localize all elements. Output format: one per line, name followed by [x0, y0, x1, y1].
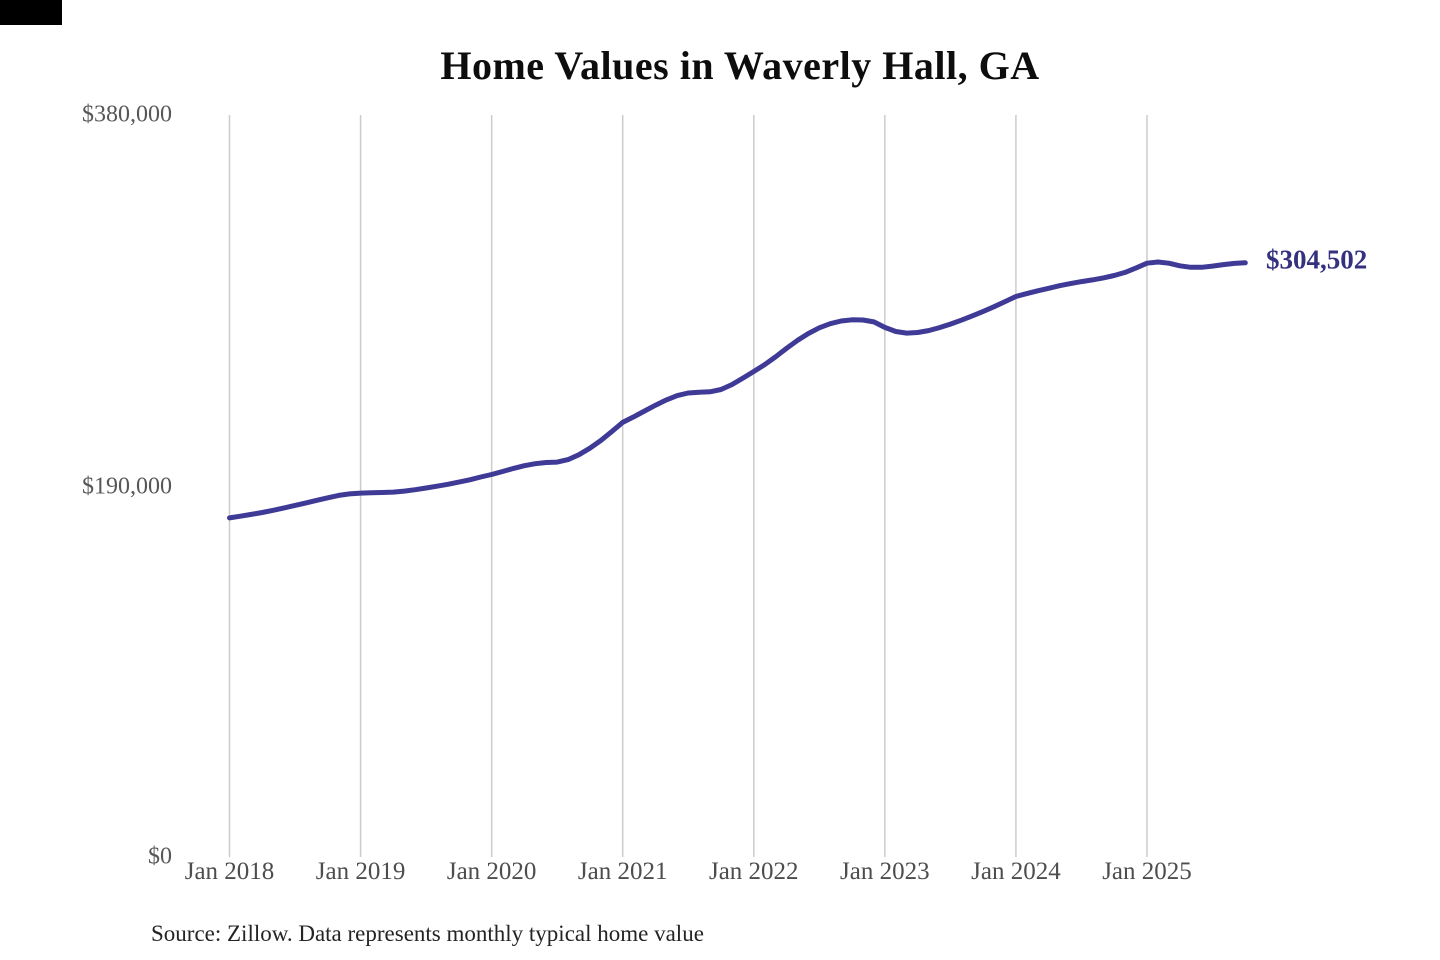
chart-title: Home Values in Waverly Hall, GA — [440, 43, 1040, 88]
x-tick-label: Jan 2024 — [971, 858, 1061, 885]
x-tick-label: Jan 2019 — [315, 858, 406, 885]
y-tick-label: $380,000 — [82, 101, 172, 128]
source-note: Source: Zillow. Data represents monthly … — [151, 921, 704, 946]
x-tick-label: Jan 2023 — [840, 858, 930, 885]
x-tick-label: Jan 2020 — [446, 858, 537, 885]
x-tick-label: Jan 2021 — [577, 858, 668, 885]
x-tick-label: Jan 2025 — [1102, 858, 1192, 885]
x-tick-label: Jan 2018 — [184, 858, 275, 885]
y-tick-label: $190,000 — [82, 473, 172, 500]
corner-artifact-bar — [0, 0, 62, 25]
x-tick-label: Jan 2022 — [708, 858, 799, 885]
y-tick-label: $0 — [148, 843, 172, 870]
current-value-label: $304,502 — [1266, 244, 1368, 275]
home-value-series-line — [227, 259, 1248, 521]
